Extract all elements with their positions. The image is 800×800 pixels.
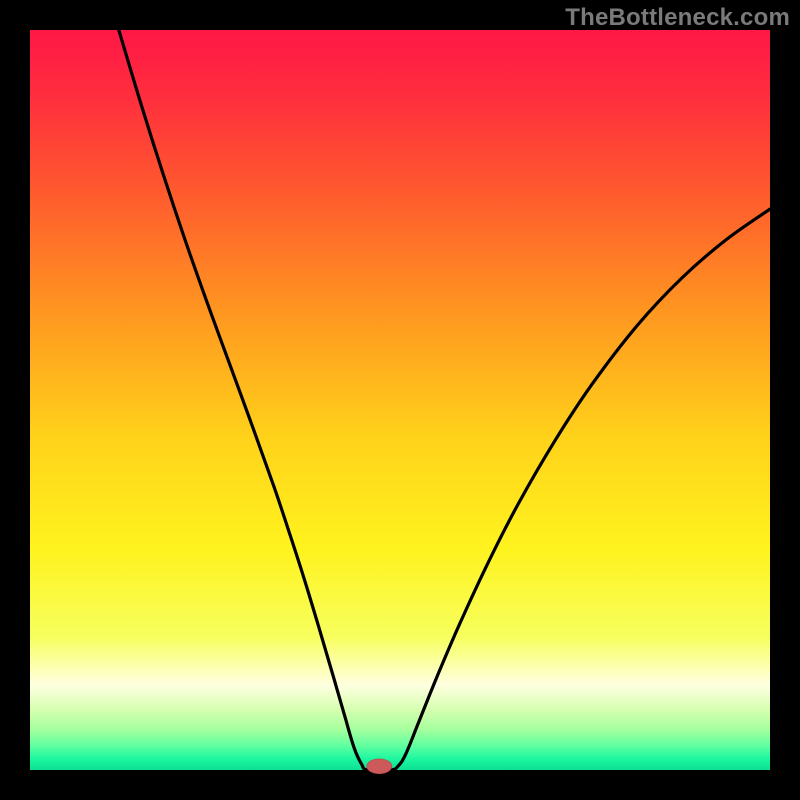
bottleneck-chart [0,0,800,800]
optimum-marker [367,759,392,774]
gradient-background [30,30,770,770]
watermark-text: TheBottleneck.com [565,4,790,32]
chart-stage: TheBottleneck.com [0,0,800,800]
